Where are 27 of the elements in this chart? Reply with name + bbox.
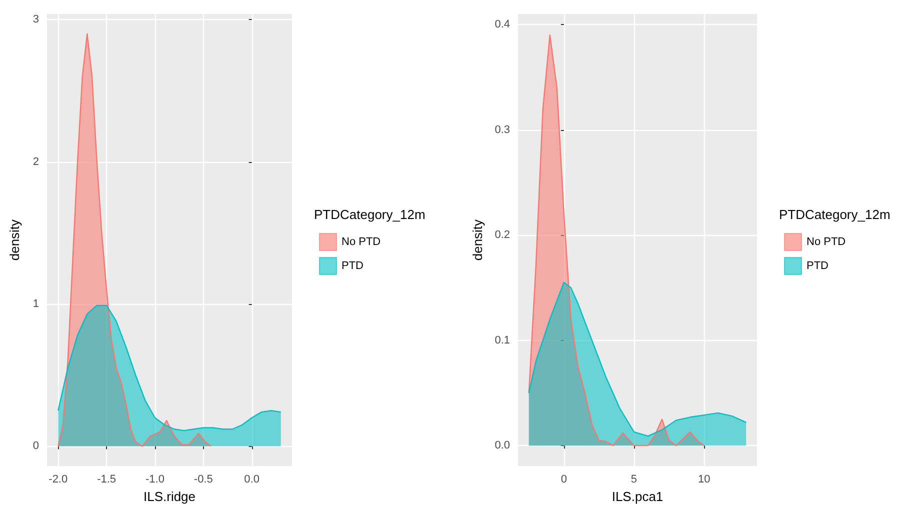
x-tick-label: 0 (560, 474, 567, 486)
x-axis-title: ILS.pca1 (612, 489, 664, 504)
y-tick-label: 0 (32, 440, 39, 452)
x-tick-label: -1.5 (97, 474, 116, 486)
legend-title: PTDCategory_12m (779, 207, 890, 222)
y-axis-title: density (7, 218, 22, 261)
x-tick-label: 5 (630, 474, 638, 486)
x-tick-label: 0.0 (244, 474, 260, 486)
y-axis-title: density (470, 218, 485, 261)
y-tick-label: 0.2 (494, 229, 510, 242)
y-tick-label: 1 (32, 298, 39, 310)
x-tick-label: -2.0 (48, 474, 68, 486)
x-tick-label: -0.5 (194, 474, 213, 486)
legend-label: No PTD (806, 236, 846, 248)
y-tick-label: 0.4 (494, 18, 510, 31)
legend-label: PTD (806, 260, 829, 272)
y-tick-label: 2 (32, 156, 39, 168)
x-tick-label: 10 (698, 474, 710, 486)
x-tick-label: -1.0 (145, 474, 164, 486)
y-tick-label: 0.0 (494, 440, 510, 452)
x-axis-title: ILS.ridge (143, 489, 196, 504)
y-tick-label: 0.3 (494, 124, 510, 136)
y-tick-label: 3 (32, 14, 39, 26)
legend-label: PTD (342, 260, 364, 272)
legend-label: No PTD (342, 236, 381, 248)
y-tick-label: 0.1 (494, 334, 510, 346)
legend-title: PTDCategory_12m (314, 207, 426, 222)
